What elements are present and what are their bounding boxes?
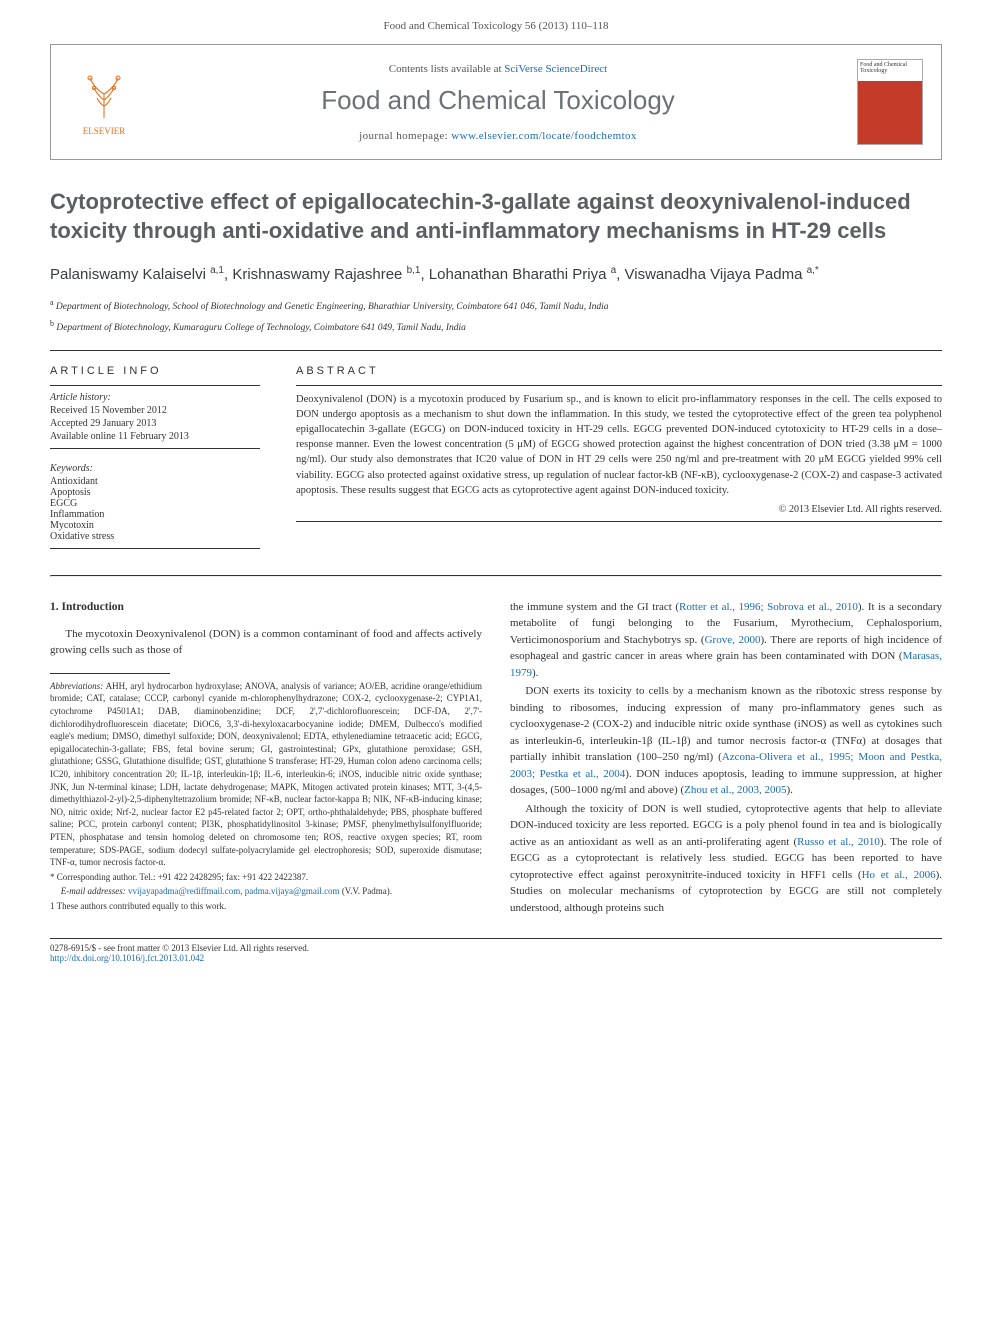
affiliation: a Department of Biotechnology, School of… [50,297,942,314]
journal-cover-thumbnail: Food and Chemical Toxicology [857,59,923,145]
abstract-column: ABSTRACT Deoxynivalenol (DON) is a mycot… [296,365,942,555]
abstract-text: Deoxynivalenol (DON) is a mycotoxin prod… [296,392,942,499]
page-footer: 0278-6915/$ - see front matter © 2013 El… [50,938,942,963]
divider [50,350,942,351]
keywords-label: Keywords: [50,463,260,474]
keyword: Inflammation [50,509,260,520]
keyword: Mycotoxin [50,520,260,531]
affiliation: b Department of Biotechnology, Kumaragur… [50,318,942,335]
homepage-link[interactable]: www.elsevier.com/locate/foodchemtox [451,130,637,142]
elsevier-tree-icon [82,68,126,126]
main-divider [50,575,942,577]
article-info-label: ARTICLE INFO [50,365,260,377]
journal-header: ELSEVIER Contents lists available at Sci… [50,44,942,160]
article-title: Cytoprotective effect of epigallocatechi… [50,188,942,245]
keyword: Oxidative stress [50,531,260,542]
authors-list: Palaniswamy Kalaiselvi a,1, Krishnaswamy… [50,263,942,287]
issn-line: 0278-6915/$ - see front matter © 2013 El… [50,943,942,953]
journal-reference: Food and Chemical Toxicology 56 (2013) 1… [50,20,942,32]
abbrev-label: Abbreviations: [50,681,103,691]
abstract-label: ABSTRACT [296,365,942,377]
history-item: Accepted 29 January 2013 [50,418,260,429]
abstract-copyright: © 2013 Elsevier Ltd. All rights reserved… [296,504,942,515]
corresponding-author: * Corresponding author. Tel.: +91 422 24… [50,871,482,884]
email-label: E-mail addresses: [61,886,128,896]
equal-contribution: 1 These authors contributed equally to t… [50,900,482,913]
footnotes: Abbreviations: AHH, aryl hydrocarbon hyd… [50,680,482,913]
keyword: EGCG [50,498,260,509]
body-paragraph: the immune system and the GI tract (Rott… [510,599,942,682]
history-item: Available online 11 February 2013 [50,431,260,442]
contents-available: Contents lists available at SciVerse Sci… [139,63,857,75]
right-column: the immune system and the GI tract (Rott… [510,599,942,919]
body-paragraph: Although the toxicity of DON is well stu… [510,801,942,917]
elsevier-logo: ELSEVIER [69,62,139,142]
abbrev-text: AHH, aryl hydrocarbon hydroxylase; ANOVA… [50,681,482,867]
history-item: Received 15 November 2012 [50,405,260,416]
elsevier-label: ELSEVIER [83,126,126,136]
section-heading: 1. Introduction [50,599,482,616]
journal-name: Food and Chemical Toxicology [139,85,857,116]
email-owner: (V.V. Padma). [340,886,392,896]
left-column: 1. Introduction The mycotoxin Deoxynival… [50,599,482,919]
sciencedirect-link[interactable]: SciVerse ScienceDirect [504,63,607,75]
email-link[interactable]: vvijayapadma@rediffmail.com, padma.vijay… [128,886,340,896]
header-center: Contents lists available at SciVerse Sci… [139,63,857,142]
history-label: Article history: [50,392,260,403]
body-columns: 1. Introduction The mycotoxin Deoxynival… [50,599,942,919]
keyword: Antioxidant [50,476,260,487]
body-paragraph: The mycotoxin Deoxynivalenol (DON) is a … [50,626,482,659]
journal-homepage: journal homepage: www.elsevier.com/locat… [139,130,857,142]
doi-link[interactable]: http://dx.doi.org/10.1016/j.fct.2013.01.… [50,953,204,963]
keyword: Apoptosis [50,487,260,498]
info-abstract-row: ARTICLE INFO Article history: Received 1… [50,365,942,555]
article-info: ARTICLE INFO Article history: Received 1… [50,365,260,555]
body-paragraph: DON exerts its toxicity to cells by a me… [510,683,942,799]
